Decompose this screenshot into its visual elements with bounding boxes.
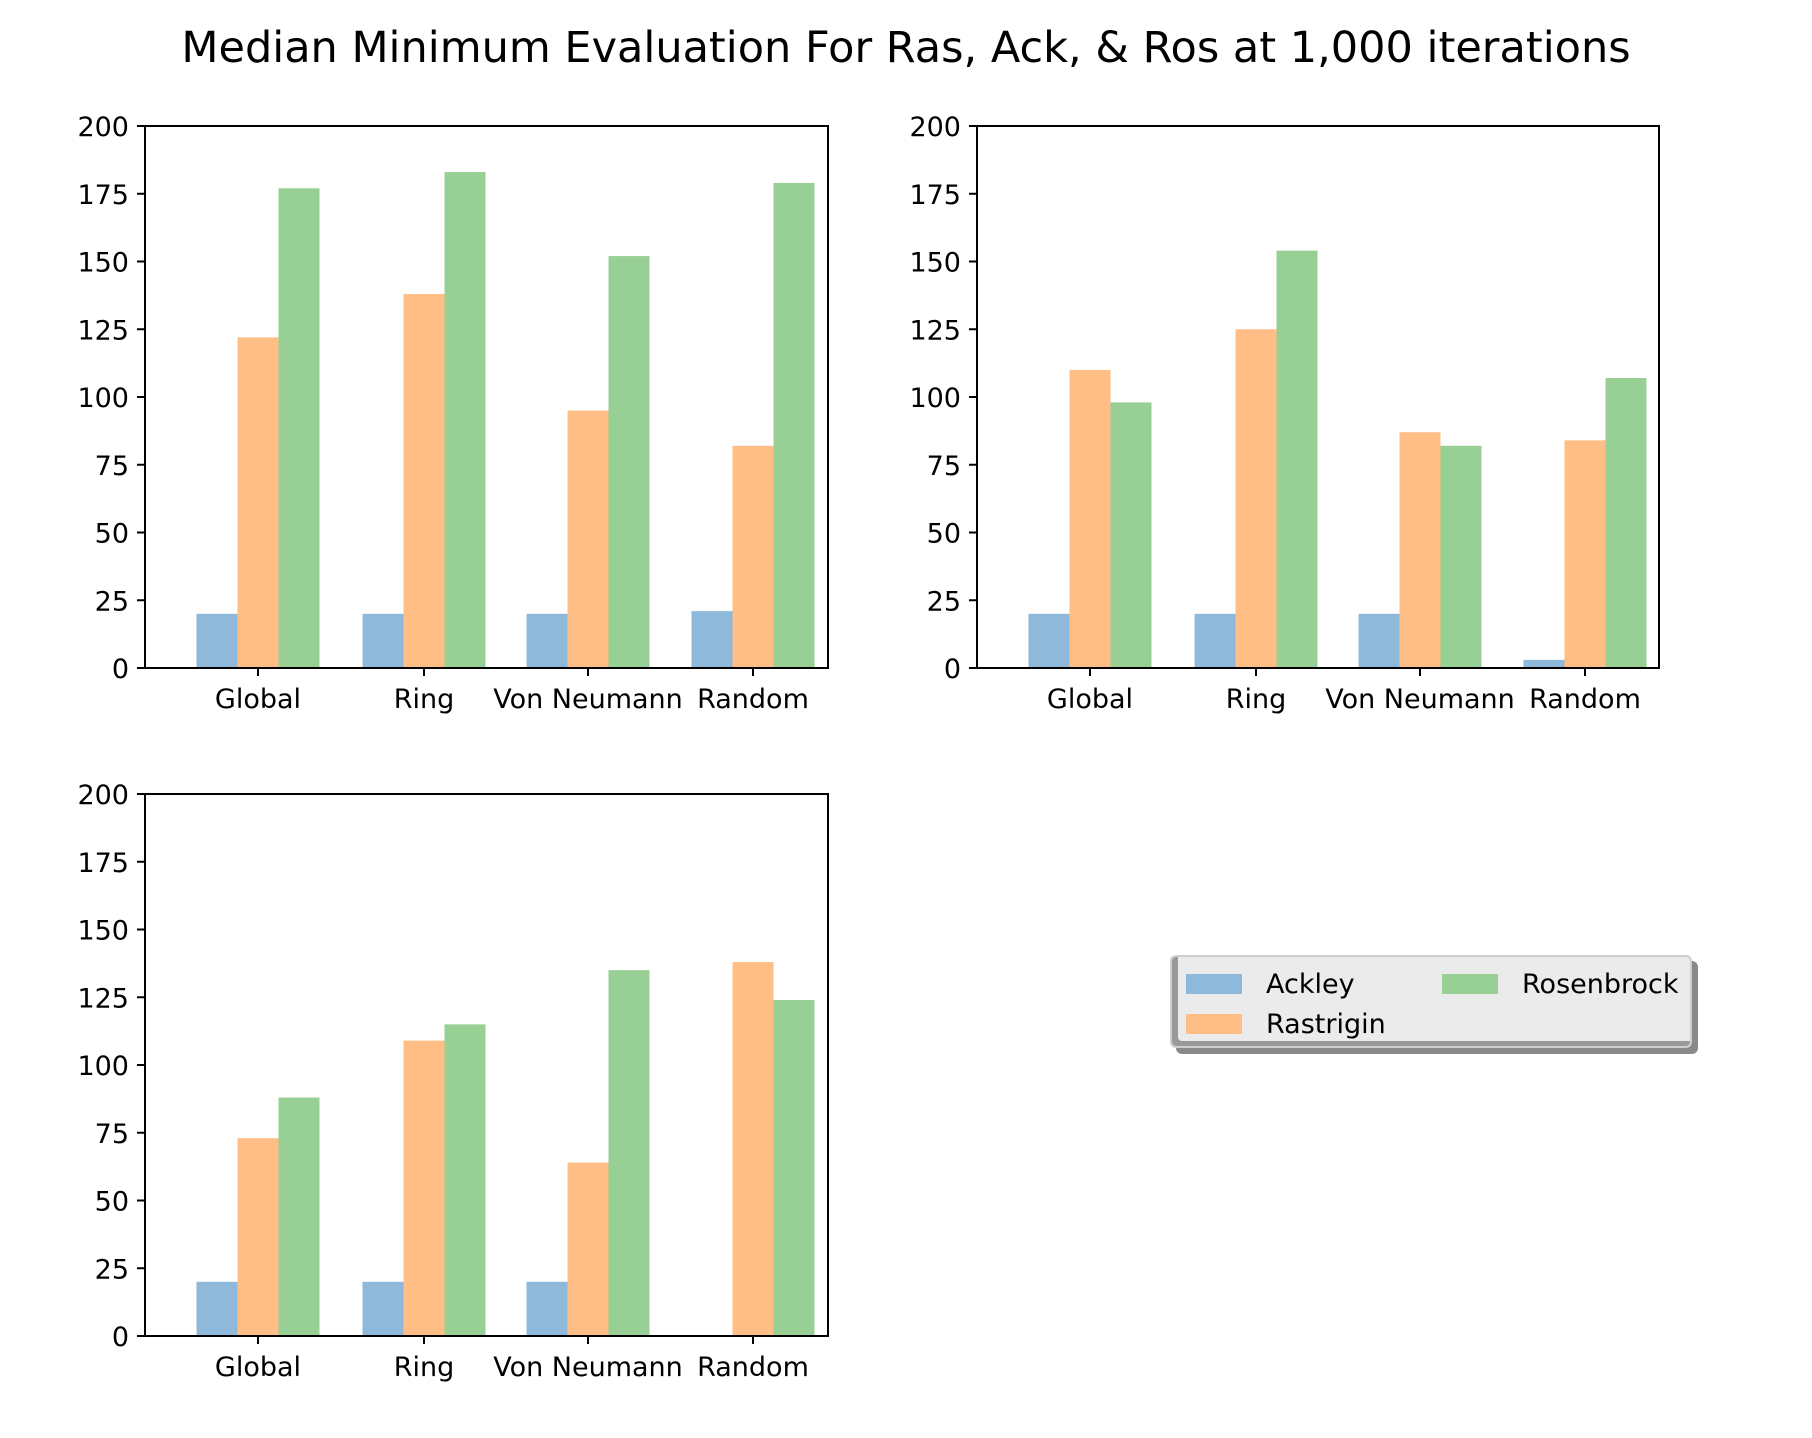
x-tick-label: Ring — [1226, 684, 1287, 715]
bar-rosenbrock-global — [278, 1097, 320, 1336]
legend-swatch-rosenbrock — [1442, 974, 1498, 994]
y-tick-label: 25 — [95, 1254, 129, 1285]
x-tick-label: Random — [697, 1352, 809, 1383]
bar-rosenbrock-random — [1605, 378, 1647, 668]
subplot-2: 0 25 50 75 100 125 150 175 200 Global Ring Von Neum… — [909, 112, 1660, 715]
bar-rosenbrock-von-neumann — [608, 256, 650, 668]
y-tick-label: 100 — [77, 1051, 129, 1082]
bar-ackley-ring — [1194, 613, 1236, 668]
y-tick-label: 25 — [927, 586, 961, 617]
y-tick-label: 125 — [909, 315, 961, 346]
x-tick-label: Global — [215, 1352, 301, 1383]
x-tick-label: Random — [697, 684, 809, 715]
legend-swatch-ackley — [1186, 974, 1242, 994]
bar-rastrigin-random — [1564, 440, 1606, 668]
bar-rastrigin-random — [732, 962, 774, 1336]
bar-rastrigin-von-neumann — [567, 410, 609, 668]
y-tick-label: 150 — [77, 916, 129, 947]
y-tick-label: 75 — [95, 451, 129, 482]
legend-swatch-rastrigin — [1186, 1014, 1242, 1034]
x-tick-label: Global — [215, 684, 301, 715]
y-tick-label: 75 — [927, 451, 961, 482]
legend-entry-ackley: Ackley — [1186, 967, 1355, 1001]
subplot-1: 0 25 50 75 100 125 150 175 200 Global Ring Von Neum… — [77, 112, 829, 715]
y-tick-label: 100 — [77, 383, 129, 414]
x-tick-label: Von Neumann — [493, 1352, 683, 1383]
bar-ackley-ring — [362, 613, 404, 668]
y-tick-label: 125 — [77, 983, 129, 1014]
legend-label-rosenbrock: Rosenbrock — [1522, 968, 1679, 1000]
bar-rosenbrock-ring — [444, 172, 486, 668]
bar-rosenbrock-global — [1110, 402, 1152, 668]
bar-rosenbrock-random — [773, 999, 815, 1336]
x-tick-label: Global — [1047, 684, 1133, 715]
x-tick-label: Von Neumann — [493, 684, 683, 715]
y-tick-label: 150 — [909, 248, 961, 279]
bar-rosenbrock-von-neumann — [608, 970, 650, 1336]
bar-rosenbrock-ring — [1276, 250, 1318, 668]
y-tick-label: 50 — [95, 519, 129, 550]
y-tick-label: 50 — [927, 519, 961, 550]
x-tick-label: Ring — [394, 1352, 455, 1383]
x-tick-label: Ring — [394, 684, 455, 715]
y-tick-label: 175 — [77, 180, 129, 211]
legend-label-ackley: Ackley — [1266, 968, 1355, 1000]
y-tick-label: 200 — [77, 112, 129, 143]
bar-ackley-global — [196, 613, 238, 668]
y-tick-label: 75 — [95, 1119, 129, 1150]
subplot-3: 0 25 50 75 100 125 150 175 200 Global Ring Von Neum… — [77, 780, 829, 1383]
legend: Ackley Rastrigin Rosenbrock — [1170, 955, 1692, 1048]
y-tick-label: 200 — [77, 780, 129, 811]
bar-rastrigin-global — [237, 337, 279, 668]
bar-ackley-random — [1523, 659, 1565, 668]
y-tick-label: 150 — [77, 248, 129, 279]
bar-rosenbrock-random — [773, 182, 815, 668]
bar-rosenbrock-von-neumann — [1440, 445, 1482, 668]
bar-rastrigin-global — [1069, 369, 1111, 668]
bar-rosenbrock-global — [278, 188, 320, 668]
x-tick-label: Random — [1529, 684, 1641, 715]
bar-rastrigin-von-neumann — [567, 1162, 609, 1336]
bar-ackley-ring — [362, 1281, 404, 1336]
y-tick-label: 200 — [909, 112, 961, 143]
bar-rastrigin-ring — [403, 1040, 445, 1336]
y-tick-label: 175 — [77, 848, 129, 879]
bar-rastrigin-ring — [1235, 329, 1277, 668]
bar-ackley-von-neumann — [1358, 613, 1400, 668]
legend-entry-rosenbrock: Rosenbrock — [1442, 967, 1679, 1001]
figure-title: Median Minimum Evaluation For Ras, Ack, … — [181, 23, 1631, 73]
y-tick-label: 50 — [95, 1187, 129, 1218]
bar-rastrigin-ring — [403, 294, 445, 668]
y-tick-label: 125 — [77, 315, 129, 346]
bar-ackley-von-neumann — [526, 1281, 568, 1336]
bar-ackley-random — [691, 611, 733, 668]
y-tick-label: 100 — [909, 383, 961, 414]
y-tick-label: 175 — [909, 180, 961, 211]
y-tick-label: 0 — [112, 1322, 129, 1353]
bar-rastrigin-random — [732, 445, 774, 668]
legend-label-rastrigin: Rastrigin — [1266, 1008, 1386, 1040]
legend-entry-rastrigin: Rastrigin — [1186, 1007, 1386, 1041]
y-tick-label: 0 — [112, 654, 129, 685]
bar-ackley-von-neumann — [526, 613, 568, 668]
y-tick-label: 0 — [944, 654, 961, 685]
bar-rosenbrock-ring — [444, 1024, 486, 1336]
bar-rastrigin-global — [237, 1138, 279, 1336]
bar-rastrigin-von-neumann — [1399, 432, 1441, 668]
bar-ackley-global — [196, 1281, 238, 1336]
bar-ackley-global — [1028, 613, 1070, 668]
x-tick-label: Von Neumann — [1325, 684, 1515, 715]
y-tick-label: 25 — [95, 586, 129, 617]
